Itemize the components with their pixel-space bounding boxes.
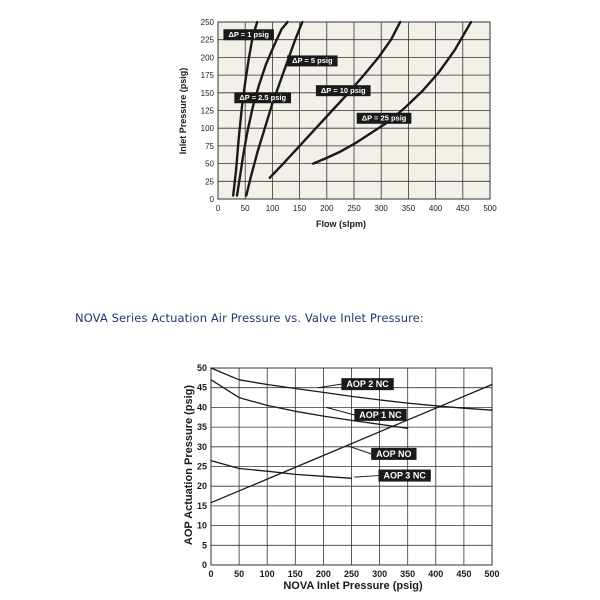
label-leader-line [347,445,372,455]
y-tick-label: 0 [202,560,207,570]
x-tick-label: 200 [320,204,334,213]
x-tick-label: 350 [402,204,416,213]
y-tick-label: 20 [197,481,207,491]
y-axis-title: Inlet Pressure (psig) [178,68,188,155]
y-tick-label: 225 [201,36,215,45]
series-label-dpp-2-5-psig: ΔP = 2.5 psig [234,92,292,104]
y-tick-label: 0 [210,195,215,204]
series-label-box [341,378,394,391]
x-tick-label: 300 [372,569,387,579]
x-tick-label: 50 [234,569,244,579]
series-line-aop-1-nc [210,379,409,429]
x-tick-label: 450 [456,569,471,579]
series-line-aop-no [210,383,493,504]
y-tick-label: 15 [197,501,207,511]
series-line-aop-2-nc [210,367,493,411]
series-label-text: ΔP = 25 psig [362,114,407,123]
series-label-box [371,447,417,460]
flow-chart: ΔP = 1 psig ΔP = 5 psig ΔP = 2.5 psig ΔP = … [178,18,497,229]
y-tick-label: 25 [205,177,214,186]
y-tick-label: 50 [197,363,207,373]
series-label-text: ΔP = 1 psig [228,30,269,39]
series-label-text: ΔP = 2.5 psig [239,93,286,102]
x-tick-label: 200 [316,569,331,579]
x-tick-label: 300 [375,204,389,213]
y-tick-label: 150 [201,89,215,98]
series-label-text: ΔP = 5 psig [292,56,333,65]
y-tick-label: 100 [201,124,215,133]
series-line-dpp-10-psig [268,20,402,180]
y-tick-label: 35 [197,422,207,432]
series-label-dpp-5-psig: ΔP = 5 psig [287,55,338,67]
x-tick-label: 400 [429,204,443,213]
y-tick-label: 50 [205,160,214,169]
series-label-dpp-25-psig: ΔP = 25 psig [356,112,412,124]
x-tick-label: 250 [347,204,361,213]
x-tick-label: 450 [456,204,470,213]
x-tick-label: 0 [216,204,221,213]
x-tick-label: 50 [241,204,250,213]
y-tick-label: 200 [201,53,215,62]
x-tick-label: 400 [428,569,443,579]
y-tick-label: 250 [201,18,215,27]
series-label-dpp-10-psig: ΔP = 10 psig [315,85,371,97]
x-tick-label: 100 [266,204,280,213]
series-line-dpp-5-psig [245,20,304,197]
label-leader-line [354,475,379,478]
series-label-box [356,112,412,124]
y-tick-label: 30 [197,442,207,452]
series-label-box [287,55,338,67]
section-heading: NOVA Series Actuation Air Pressure vs. V… [75,311,424,325]
x-tick-label: 250 [344,569,359,579]
series-label-text: ΔP = 10 psig [321,86,366,95]
x-tick-label: 150 [293,204,307,213]
series-line-aop-3-nc [210,459,353,479]
series-label-text: AOP 2 NC [346,379,389,389]
series-label-aop-1-nc: AOP 1 NC [326,406,407,421]
label-leader-line [317,383,342,389]
x-tick-label: 500 [484,569,499,579]
x-axis-title: NOVA Inlet Pressure (psig) [283,580,423,592]
x-tick-label: 150 [288,569,303,579]
series-label-box [315,85,371,97]
y-tick-label: 25 [197,462,207,472]
series-label-aop-no: AOP NO [347,445,417,460]
y-tick-label: 5 [202,540,207,550]
series-label-box [354,408,407,421]
y-axis-title: AOP Actuation Pressure (psig) [183,385,195,545]
series-label-dpp-1-psig: ΔP = 1 psig [223,29,274,41]
series-label-box [378,469,431,482]
series-label-text: AOP 3 NC [383,471,426,481]
y-tick-label: 125 [201,107,215,116]
series-label-text: AOP 1 NC [359,410,402,420]
x-tick-label: 0 [208,569,213,579]
y-tick-label: 75 [205,142,214,151]
series-label-box [223,29,274,41]
x-tick-label: 350 [400,569,415,579]
y-tick-label: 45 [197,383,207,393]
y-tick-label: 175 [201,71,215,80]
label-leader-line [326,406,355,416]
x-tick-label: 100 [260,569,275,579]
x-axis-title: Flow (slpm) [316,219,366,229]
series-label-box [234,92,292,104]
series-label-aop-3-nc: AOP 3 NC [354,469,431,482]
y-tick-label: 10 [197,521,207,531]
series-label-text: AOP NO [376,449,411,459]
x-tick-label: 500 [483,204,497,213]
series-label-aop-2-nc: AOP 2 NC [317,378,394,391]
y-tick-label: 40 [197,402,207,412]
